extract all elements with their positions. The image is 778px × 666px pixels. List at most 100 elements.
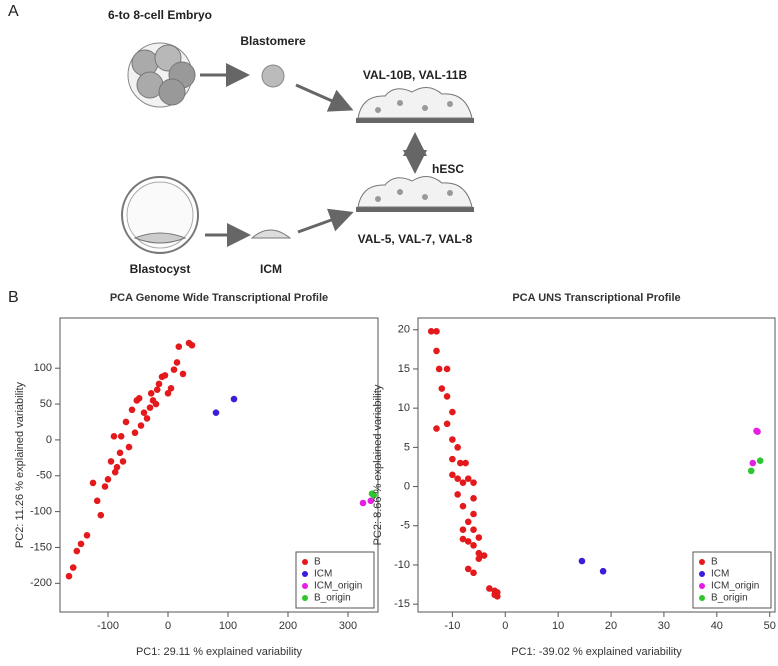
y-tick-label: -5 — [400, 520, 410, 532]
icm-icon — [250, 229, 292, 239]
data-point — [146, 404, 154, 411]
data-point — [173, 359, 181, 366]
data-point — [462, 459, 469, 467]
legend-label: ICM_origin — [314, 581, 362, 592]
data-point — [113, 463, 121, 471]
data-point — [435, 365, 443, 373]
data-point — [443, 420, 451, 428]
legend-marker — [699, 583, 705, 589]
y-tick-label: 100 — [34, 362, 52, 374]
y-axis-label: PC2: 8.66 % explained variability — [372, 384, 384, 545]
data-point — [107, 458, 115, 465]
data-point — [459, 479, 467, 486]
data-point — [475, 549, 483, 557]
y-tick-label: 10 — [398, 402, 410, 414]
legend-box — [295, 551, 375, 609]
arrow — [295, 83, 354, 112]
blastomere-icon — [261, 64, 285, 88]
data-point — [470, 542, 477, 549]
legend-box — [692, 551, 772, 609]
data-point — [147, 389, 155, 397]
data-point — [470, 510, 477, 518]
legend-marker — [302, 583, 308, 589]
data-point — [443, 393, 451, 400]
label: hESC — [432, 162, 464, 176]
legend-marker — [699, 595, 705, 601]
data-point — [457, 459, 464, 467]
legend-marker — [699, 559, 705, 565]
legend-label: ICM_origin — [711, 581, 759, 592]
data-point — [433, 328, 440, 335]
data-point — [475, 555, 483, 562]
data-point — [122, 418, 130, 426]
x-tick-label: -100 — [97, 620, 119, 632]
x-tick-label: 50 — [764, 620, 776, 632]
data-point — [449, 455, 456, 463]
data-point — [69, 564, 77, 571]
data-point — [464, 538, 472, 545]
x-tick-label: 40 — [711, 620, 723, 632]
data-point — [179, 370, 187, 378]
legend-label: ICM — [314, 569, 332, 580]
data-point — [131, 429, 139, 437]
y-tick-label: -15 — [394, 598, 410, 610]
data-point — [101, 483, 109, 490]
data-point — [599, 567, 607, 575]
data-point — [135, 395, 143, 402]
data-point — [167, 384, 175, 392]
legend-label: ICM — [711, 569, 729, 580]
chart-title: PCA UNS Transcriptional Profile — [512, 292, 680, 304]
data-point — [111, 468, 119, 476]
data-point — [128, 406, 136, 414]
y-axis-label: PC2: 11.26 % explained variability — [14, 381, 26, 548]
data-point — [175, 343, 183, 350]
data-point — [470, 526, 477, 533]
data-point — [116, 449, 124, 457]
legend-marker — [302, 595, 308, 601]
data-point — [464, 565, 472, 573]
y-tick-label: 0 — [46, 434, 52, 446]
label: Blastomere — [240, 34, 306, 48]
data-point — [464, 475, 472, 483]
y-tick-label: -150 — [30, 541, 52, 553]
data-point — [125, 443, 133, 451]
data-point — [749, 459, 757, 467]
data-point — [454, 491, 461, 498]
data-point — [104, 476, 112, 483]
chart-title: PCA Genome Wide Transcriptional Profile — [110, 292, 328, 304]
y-tick-label: 0 — [404, 480, 410, 492]
data-point — [459, 502, 467, 510]
legend-label: B_origin — [711, 593, 748, 604]
data-point — [65, 572, 73, 580]
legend-label: B — [314, 557, 321, 568]
data-point — [491, 591, 498, 599]
x-tick-label: 10 — [552, 620, 564, 632]
data-point — [454, 475, 461, 483]
data-point — [459, 526, 467, 533]
data-point — [97, 511, 105, 519]
y-tick-label: 50 — [40, 398, 52, 410]
data-point — [475, 534, 483, 541]
data-point — [747, 467, 755, 475]
x-tick-label: 0 — [165, 620, 171, 632]
data-point — [367, 497, 375, 505]
embryo-icon — [127, 42, 196, 108]
x-tick-label: 30 — [658, 620, 670, 632]
data-point — [370, 491, 378, 499]
data-point — [230, 395, 238, 403]
x-tick-label: 200 — [279, 620, 297, 632]
data-point — [137, 422, 145, 429]
y-tick-label: -50 — [36, 470, 52, 482]
plot-frame — [417, 317, 776, 613]
data-point — [480, 552, 488, 559]
data-point — [152, 400, 160, 408]
data-point — [83, 531, 91, 539]
data-point — [486, 585, 493, 592]
data-point — [459, 535, 467, 543]
data-point — [464, 518, 472, 526]
y-tick-label: -10 — [394, 559, 410, 571]
data-point — [754, 428, 761, 435]
data-point — [470, 479, 477, 486]
data-point — [170, 366, 178, 373]
